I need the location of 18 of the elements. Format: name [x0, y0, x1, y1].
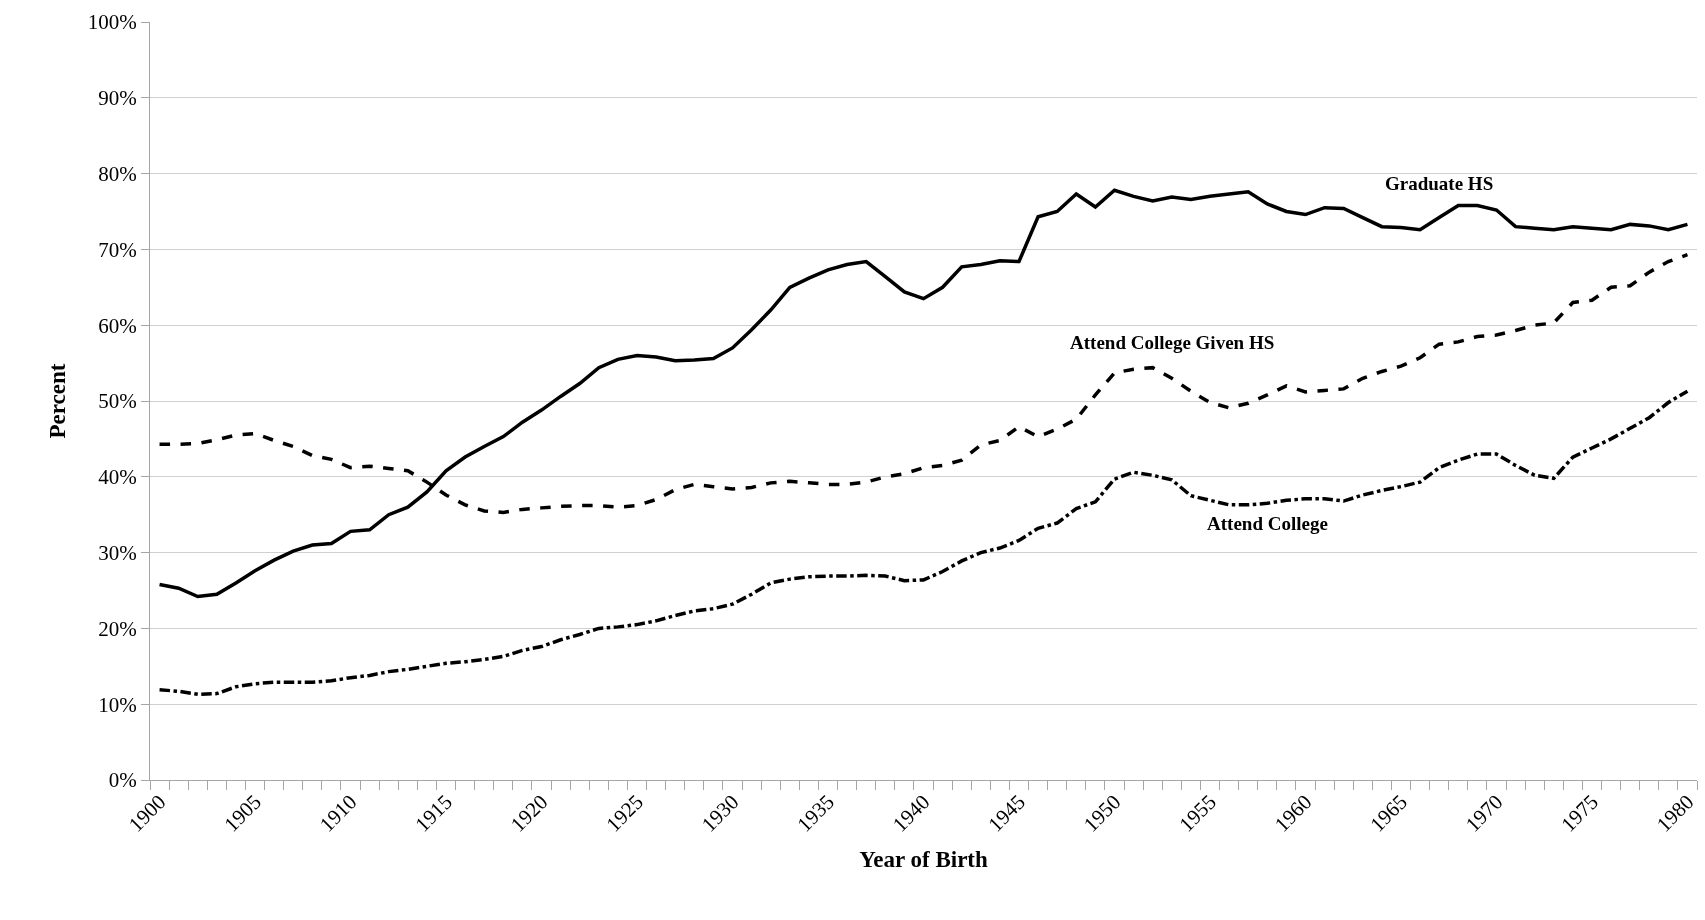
- y-tick-label: 60%: [98, 313, 137, 338]
- y-tick-label: 10%: [98, 692, 137, 717]
- y-tick-label: 40%: [98, 465, 137, 490]
- x-axis-title: Year of Birth: [859, 847, 989, 873]
- y-tick-label: 30%: [98, 540, 137, 565]
- line-series: [157, 389, 1690, 697]
- y-tick-label: 100%: [87, 10, 137, 35]
- y-tick-label: 0%: [108, 768, 137, 793]
- y-axis-title: Percent: [45, 363, 71, 439]
- line-series: [157, 188, 1690, 599]
- series-label: Attend College: [1207, 513, 1328, 534]
- series-label: Attend College Given HS: [1070, 332, 1275, 353]
- series-label: Graduate HS: [1385, 173, 1494, 194]
- y-tick-label: 80%: [98, 161, 137, 186]
- y-tick-label: 90%: [98, 86, 137, 111]
- y-tick-label: 70%: [98, 237, 137, 262]
- y-tick-label: 50%: [98, 389, 137, 414]
- y-tick-label: 20%: [98, 616, 137, 641]
